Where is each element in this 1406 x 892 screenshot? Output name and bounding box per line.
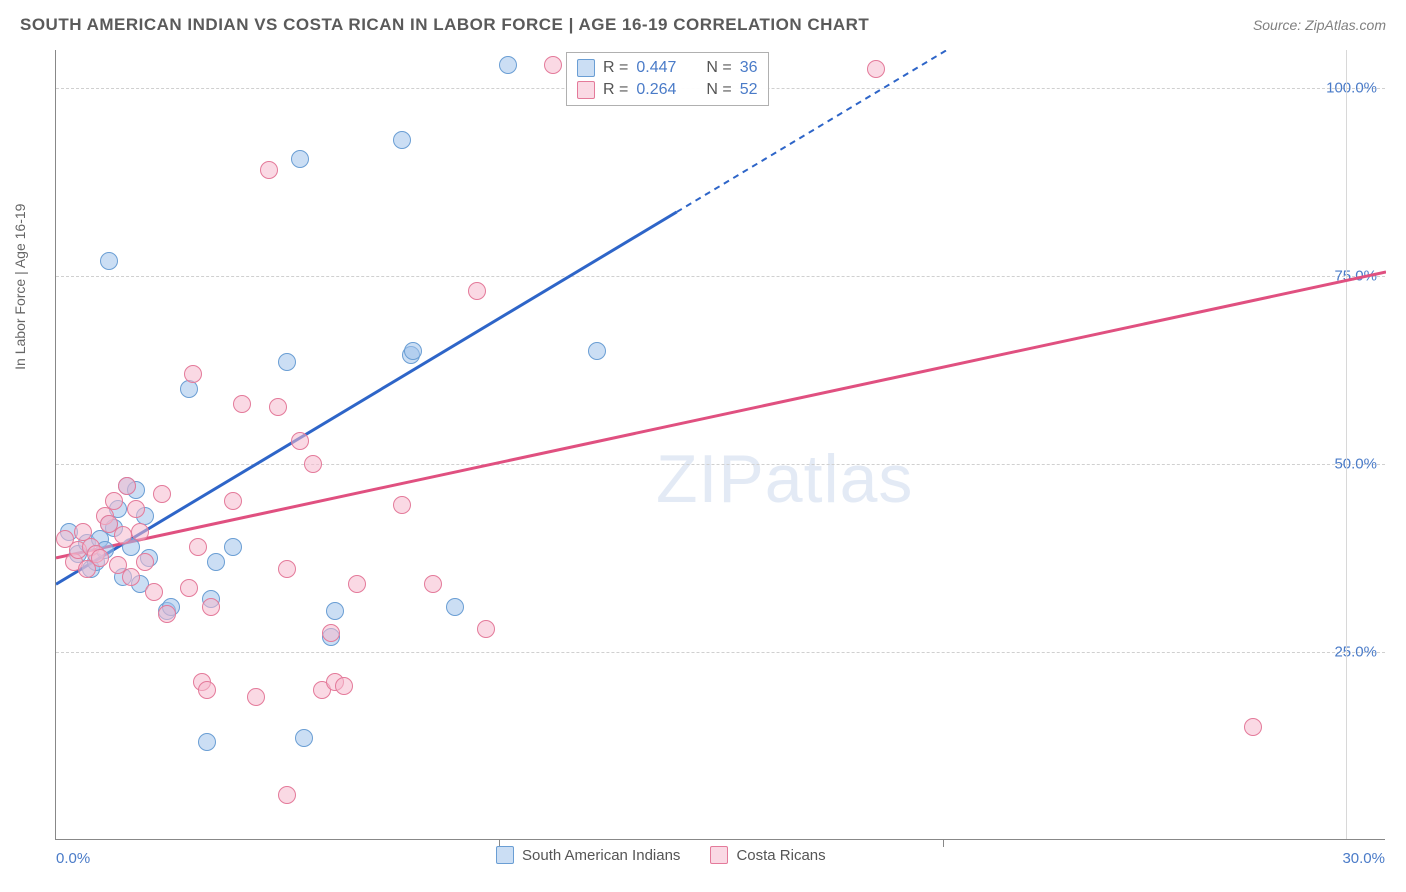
point-series-b (136, 553, 154, 571)
point-series-b (544, 56, 562, 74)
legend-r-label: R = (603, 59, 628, 77)
point-series-b (91, 549, 109, 567)
legend-r-label: R = (603, 81, 628, 99)
legend-series-name: Costa Ricans (736, 847, 825, 864)
legend-series-item: Costa Ricans (710, 846, 825, 864)
legend-series-item: South American Indians (496, 846, 680, 864)
y-tick-label: 100.0% (1326, 79, 1377, 96)
point-series-b (867, 60, 885, 78)
point-series-a (446, 598, 464, 616)
point-series-b (393, 496, 411, 514)
gridline-horizontal (56, 464, 1385, 465)
point-series-b (202, 598, 220, 616)
point-series-b (424, 575, 442, 593)
legend-series-name: South American Indians (522, 847, 680, 864)
y-tick-label: 75.0% (1334, 267, 1377, 284)
legend-series: South American Indians Costa Ricans (496, 846, 826, 864)
point-series-b (145, 583, 163, 601)
source-label: Source: ZipAtlas.com (1253, 17, 1386, 33)
point-series-b (468, 282, 486, 300)
point-series-b (122, 568, 140, 586)
point-series-b (198, 681, 216, 699)
point-series-a (404, 342, 422, 360)
chart-title: SOUTH AMERICAN INDIAN VS COSTA RICAN IN … (20, 15, 869, 35)
point-series-b (348, 575, 366, 593)
legend-r-value: 0.447 (636, 59, 676, 77)
legend-swatch (496, 846, 514, 864)
plot-area: ZIPatlas 25.0%50.0%75.0%100.0%0.0%30.0%R… (55, 50, 1385, 840)
point-series-a (295, 729, 313, 747)
point-series-a (207, 553, 225, 571)
point-series-b (260, 161, 278, 179)
legend-n-value: 36 (740, 59, 758, 77)
point-series-b (127, 500, 145, 518)
point-series-b (304, 455, 322, 473)
point-series-b (105, 492, 123, 510)
x-tick-label: 0.0% (56, 850, 90, 867)
y-tick-label: 25.0% (1334, 643, 1377, 660)
point-series-a (100, 252, 118, 270)
y-axis-label: In Labor Force | Age 16-19 (12, 204, 28, 370)
point-series-b (247, 688, 265, 706)
point-series-b (153, 485, 171, 503)
point-series-b (278, 560, 296, 578)
gridline-vertical (1346, 50, 1347, 839)
point-series-a (499, 56, 517, 74)
point-series-a (198, 733, 216, 751)
point-series-b (158, 605, 176, 623)
legend-r-value: 0.264 (636, 81, 676, 99)
title-bar: SOUTH AMERICAN INDIAN VS COSTA RICAN IN … (20, 10, 1386, 40)
point-series-b (477, 620, 495, 638)
point-series-a (224, 538, 242, 556)
trend-lines (56, 50, 1386, 840)
legend-swatch (577, 81, 595, 99)
point-series-b (131, 523, 149, 541)
chart-container: SOUTH AMERICAN INDIAN VS COSTA RICAN IN … (0, 0, 1406, 892)
legend-n-label: N = (706, 59, 731, 77)
point-series-b (269, 398, 287, 416)
point-series-b (118, 477, 136, 495)
legend-stats: R = 0.447 N = 36 R = 0.264 N = 52 (566, 52, 769, 106)
point-series-b (233, 395, 251, 413)
point-series-b (322, 624, 340, 642)
legend-swatch (710, 846, 728, 864)
legend-n-label: N = (706, 81, 731, 99)
x-tick (943, 839, 944, 847)
point-series-a (588, 342, 606, 360)
point-series-a (393, 131, 411, 149)
point-series-b (180, 579, 198, 597)
point-series-a (278, 353, 296, 371)
point-series-a (291, 150, 309, 168)
point-series-b (224, 492, 242, 510)
legend-stats-row: R = 0.447 N = 36 (577, 57, 758, 79)
point-series-b (278, 786, 296, 804)
point-series-b (189, 538, 207, 556)
gridline-horizontal (56, 276, 1385, 277)
point-series-b (291, 432, 309, 450)
legend-n-value: 52 (740, 81, 758, 99)
y-tick-label: 50.0% (1334, 455, 1377, 472)
point-series-b (1244, 718, 1262, 736)
legend-stats-row: R = 0.264 N = 52 (577, 79, 758, 101)
point-series-b (335, 677, 353, 695)
legend-swatch (577, 59, 595, 77)
x-tick-label: 30.0% (1342, 850, 1385, 867)
point-series-b (114, 526, 132, 544)
watermark: ZIPatlas (656, 440, 913, 518)
gridline-horizontal (56, 652, 1385, 653)
point-series-b (184, 365, 202, 383)
point-series-a (326, 602, 344, 620)
